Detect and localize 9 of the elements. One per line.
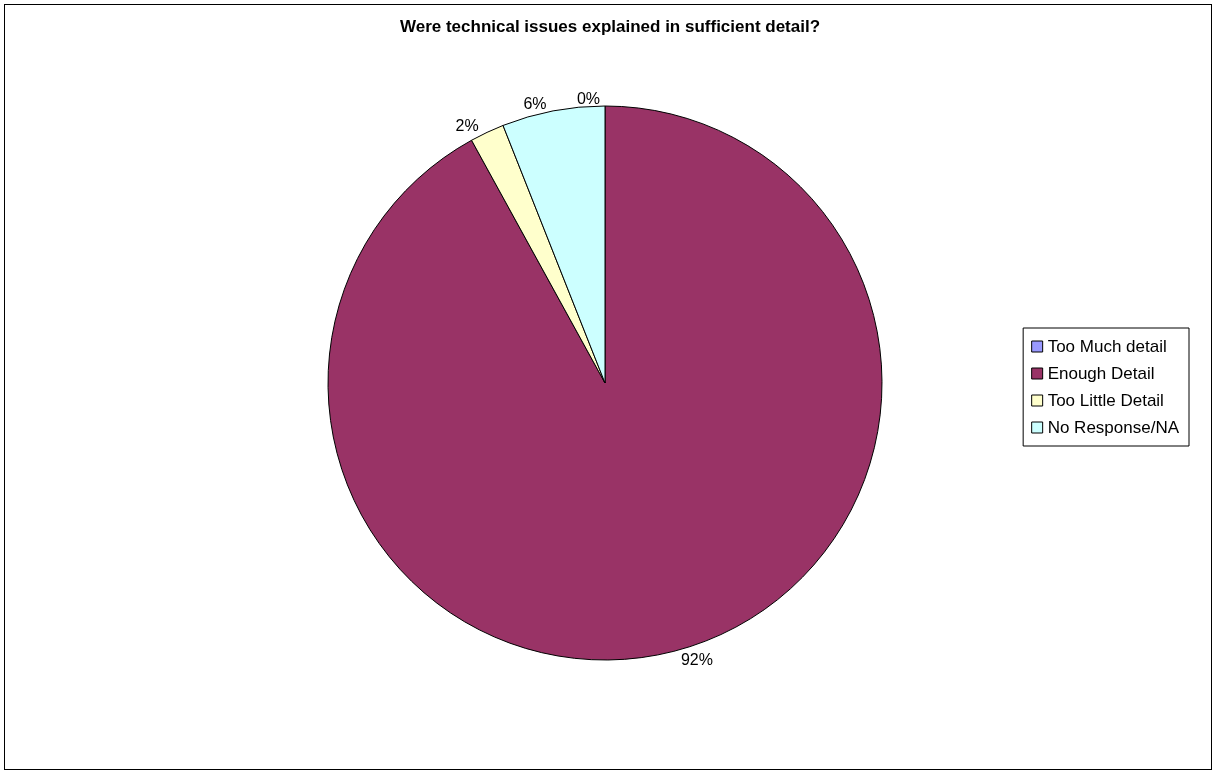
data-label: 92% — [680, 650, 713, 668]
legend-label: No Response/NA — [1047, 418, 1180, 437]
text: 0% — [576, 89, 600, 107]
legend-label: Too Little Detail — [1047, 391, 1164, 410]
legend-label: Enough Detail — [1047, 364, 1155, 383]
chart-title: Were technical issues explained in sufficient detail? — [399, 17, 821, 36]
legend-label: Too Much detail — [1047, 337, 1167, 356]
data-label: 6% — [523, 94, 547, 112]
data-label: 2% — [455, 116, 479, 134]
